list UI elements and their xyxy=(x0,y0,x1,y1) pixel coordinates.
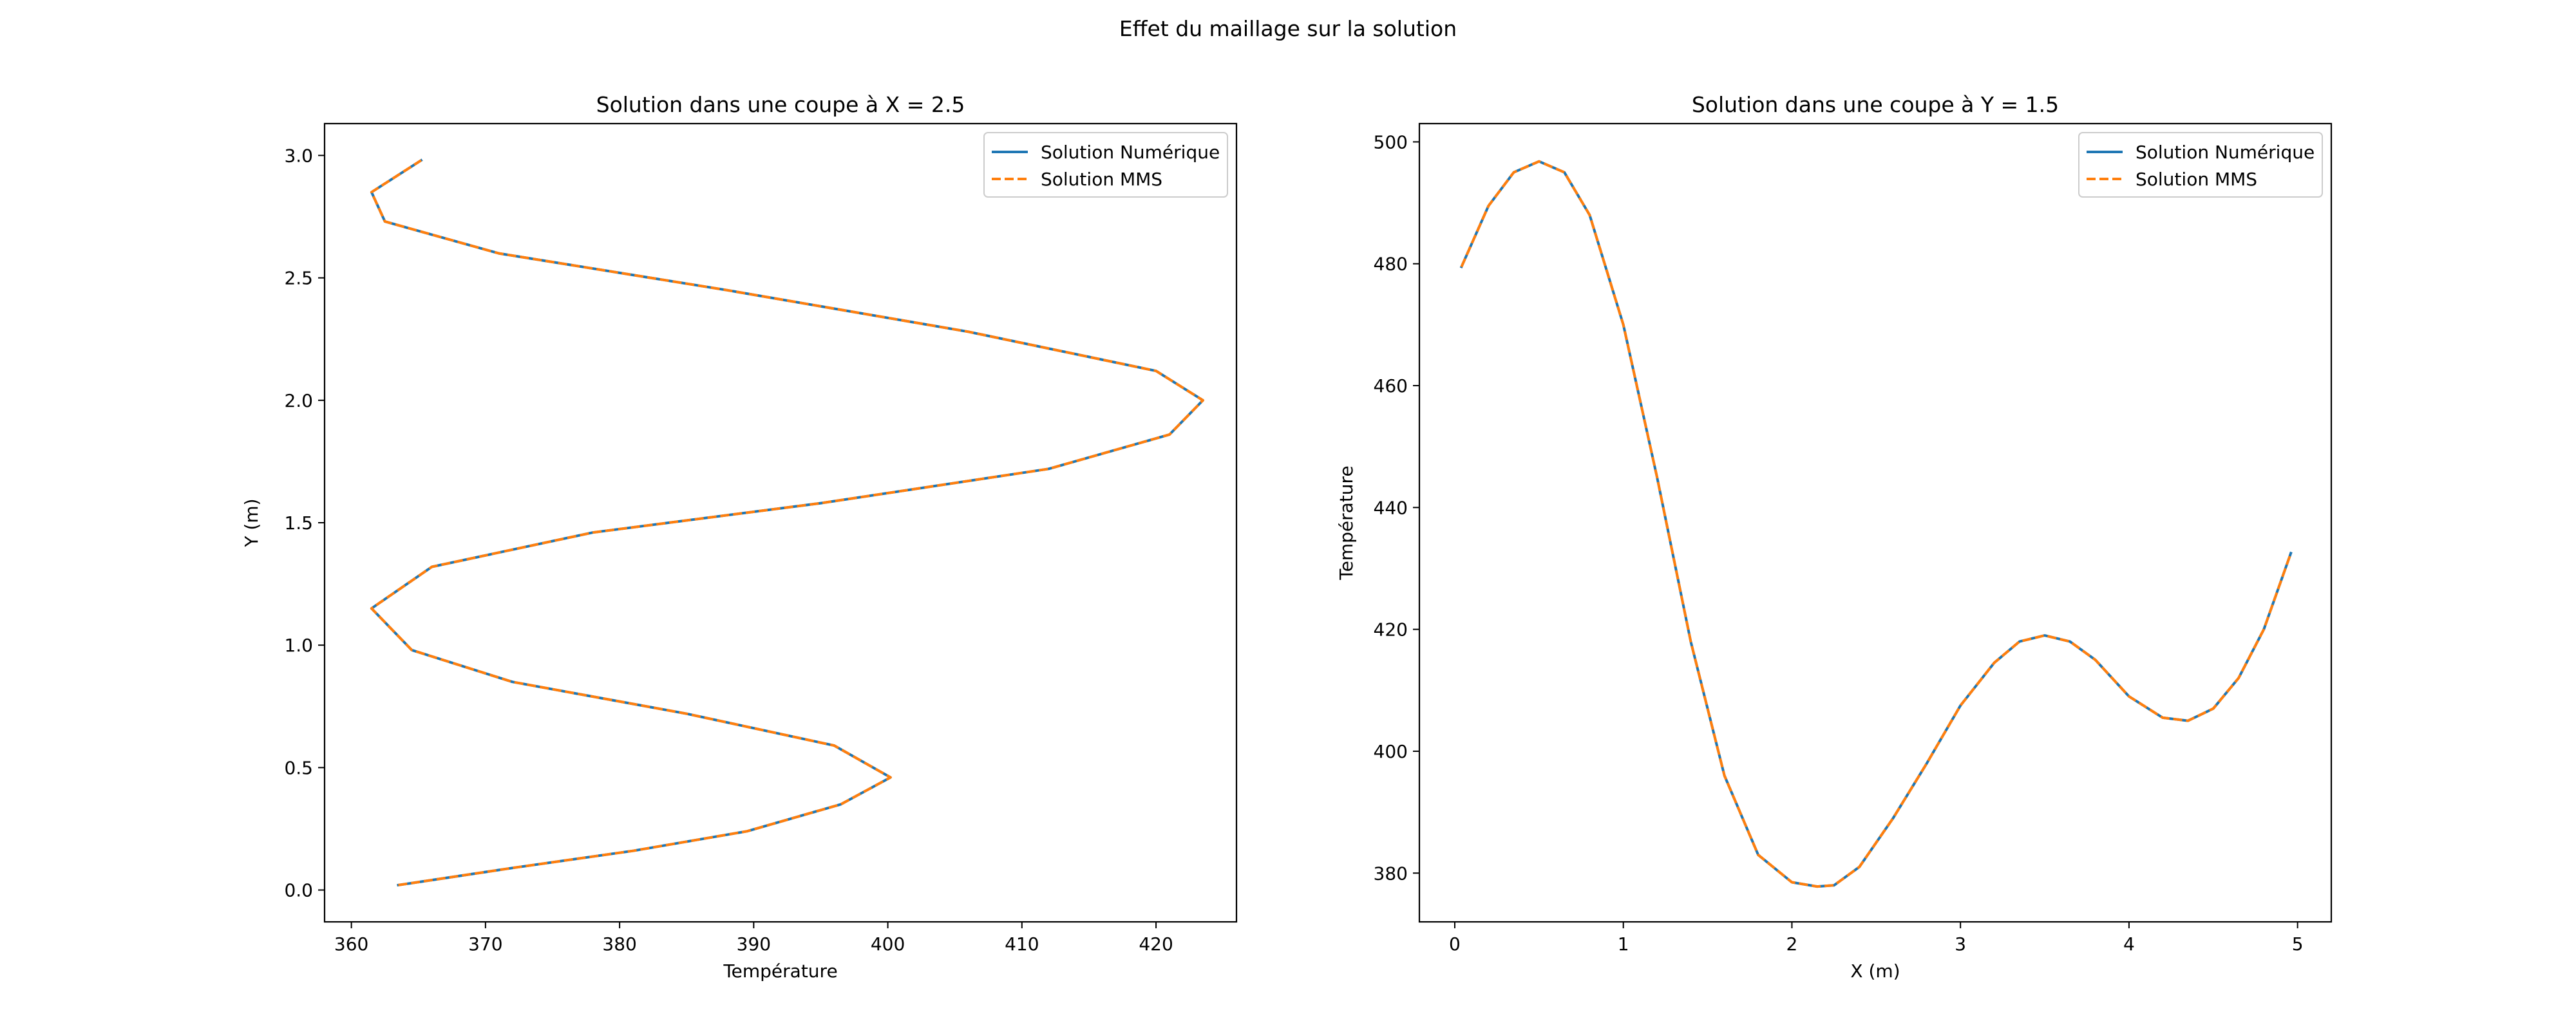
series-line-mms xyxy=(370,159,1204,886)
x-tick-label: 3 xyxy=(1955,933,1966,955)
legend-label: Solution Numérique xyxy=(1041,142,1220,163)
legend: Solution Numérique Solution MMS xyxy=(2078,132,2323,198)
y-tick-label: 500 xyxy=(1374,131,1408,153)
legend-box xyxy=(2078,132,2323,198)
figure-suptitle: Effet du maillage sur la solution xyxy=(1119,16,1457,41)
y-tick-label: 380 xyxy=(1374,863,1408,884)
y-tick-label: 3.0 xyxy=(284,145,313,166)
y-tick-label: 2.5 xyxy=(284,268,313,289)
y-tick-label: 480 xyxy=(1374,254,1408,275)
y-tick-label: 440 xyxy=(1374,497,1408,518)
legend-box xyxy=(983,132,1228,198)
subplot-title: Solution dans une coupe à Y = 1.5 xyxy=(1692,92,2059,117)
axes-frame xyxy=(1418,122,2333,923)
legend: Solution Numérique Solution MMS xyxy=(983,132,1228,198)
x-tick-label: 0 xyxy=(1449,933,1461,955)
x-tick-label: 370 xyxy=(468,933,502,955)
x-tick-label: 380 xyxy=(602,933,636,955)
y-axis-label: Température xyxy=(1336,465,1357,580)
x-tick-label: 400 xyxy=(871,933,905,955)
y-tick-label: 0.0 xyxy=(284,880,313,901)
x-axis-label: Température xyxy=(723,960,837,982)
legend-label: Solution Numérique xyxy=(2136,142,2315,163)
y-axis-label: Y (m) xyxy=(241,498,262,547)
y-tick-label: 1.0 xyxy=(284,635,313,656)
legend-label: Solution MMS xyxy=(2136,169,2257,190)
x-tick-label: 5 xyxy=(2292,933,2304,955)
y-tick-label: 2.0 xyxy=(284,390,313,411)
y-tick-label: 1.5 xyxy=(284,512,313,534)
series-line-mms xyxy=(1460,160,2293,888)
x-tick-label: 360 xyxy=(334,933,368,955)
x-axis-label: X (m) xyxy=(1850,960,1900,982)
subplot-temperature-vs-x: Solution dans une coupe à Y = 1.5 0 1 2 3 4 5 3… xyxy=(1336,92,2333,982)
y-tick-label: 420 xyxy=(1374,619,1408,641)
x-tick-label: 410 xyxy=(1005,933,1039,955)
x-tick-label: 2 xyxy=(1786,933,1798,955)
y-tick-label: 0.5 xyxy=(284,757,313,778)
x-tick-label: 1 xyxy=(1618,933,1629,955)
x-tick-label: 4 xyxy=(2123,933,2135,955)
x-tick-label: 420 xyxy=(1139,933,1173,955)
y-tick-label: 460 xyxy=(1374,375,1408,397)
y-tick-label: 400 xyxy=(1374,741,1408,762)
subplot-title: Solution dans une coupe à X = 2.5 xyxy=(596,92,965,117)
x-tick-label: 390 xyxy=(737,933,771,955)
legend-label: Solution MMS xyxy=(1041,169,1162,190)
subplot-temperature-vs-y: Solution dans une coupe à X = 2.5 360 370 3… xyxy=(241,92,1238,982)
